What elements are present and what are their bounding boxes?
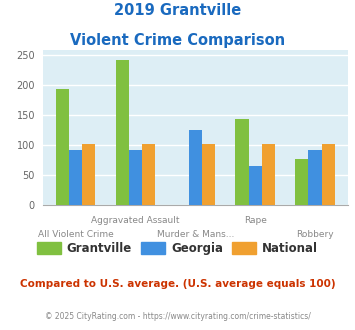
Text: Aggravated Assault: Aggravated Assault bbox=[91, 216, 180, 225]
Bar bbox=[69, 150, 82, 205]
Bar bbox=[295, 159, 308, 205]
Bar bbox=[262, 144, 275, 205]
Bar bbox=[248, 166, 262, 205]
Bar bbox=[56, 89, 69, 205]
Text: All Violent Crime: All Violent Crime bbox=[38, 230, 113, 239]
Text: © 2025 CityRating.com - https://www.cityrating.com/crime-statistics/: © 2025 CityRating.com - https://www.city… bbox=[45, 312, 310, 321]
Bar bbox=[82, 144, 95, 205]
Bar bbox=[129, 150, 142, 205]
Text: 2019 Grantville: 2019 Grantville bbox=[114, 3, 241, 18]
Bar bbox=[189, 130, 202, 205]
Text: Robbery: Robbery bbox=[296, 230, 334, 239]
Text: Murder & Mans...: Murder & Mans... bbox=[157, 230, 234, 239]
Bar bbox=[235, 119, 248, 205]
Text: Violent Crime Comparison: Violent Crime Comparison bbox=[70, 33, 285, 48]
Bar bbox=[202, 144, 215, 205]
Bar bbox=[142, 144, 155, 205]
Bar bbox=[116, 60, 129, 205]
Text: Compared to U.S. average. (U.S. average equals 100): Compared to U.S. average. (U.S. average … bbox=[20, 279, 335, 289]
Legend: Grantville, Georgia, National: Grantville, Georgia, National bbox=[32, 237, 323, 259]
Text: Rape: Rape bbox=[244, 216, 267, 225]
Bar bbox=[308, 150, 322, 205]
Bar bbox=[322, 144, 335, 205]
